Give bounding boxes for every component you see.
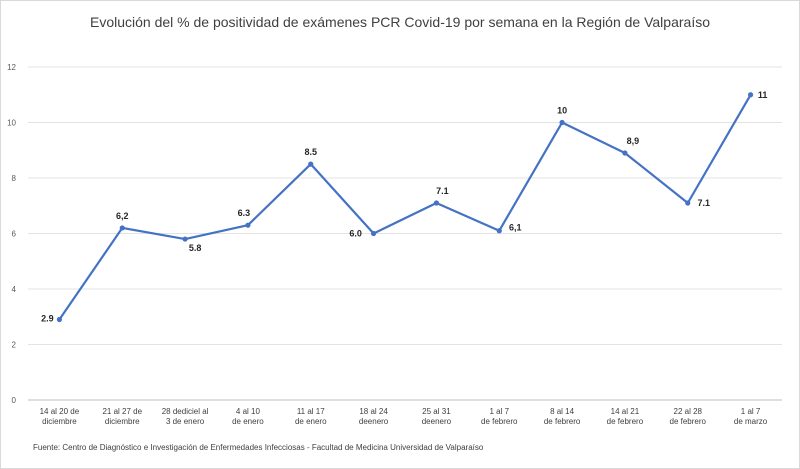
y-tick-label: 4 (12, 285, 17, 294)
data-label: 6,1 (509, 223, 522, 233)
data-point (622, 150, 628, 156)
x-tick-label: 8 al 14 de febrero (544, 407, 581, 426)
y-tick-label: 10 (7, 119, 16, 128)
data-label: 6.3 (238, 208, 251, 218)
x-tick-label: 22 al 28 de febrero (670, 407, 707, 426)
x-tick-label: 14 al 20 de diciembre (40, 407, 80, 426)
y-tick-label: 0 (12, 396, 17, 405)
data-label: 7.1 (697, 198, 710, 208)
series-line (58, 94, 752, 321)
data-point (56, 316, 63, 323)
y-tick-label: 2 (12, 341, 17, 350)
data-point (496, 228, 502, 234)
data-point (685, 200, 691, 206)
data-label: 7.1 (436, 186, 449, 196)
data-label: 8.5 (304, 147, 317, 157)
y-tick-label: 6 (12, 230, 17, 239)
x-tick-label: 14 al 21 de febrero (607, 407, 644, 426)
data-label: 8,9 (627, 136, 640, 146)
x-tick-label: 28 dediciel al 3 de enero (162, 407, 209, 426)
data-point (747, 92, 754, 98)
x-tick-label: 21 al 27 de diciembre (102, 407, 142, 426)
x-tick-label: 1 al 7 de febrero (481, 407, 518, 426)
x-tick-label: 18 al 24 deenero (359, 407, 389, 426)
x-tick-label: 11 al 17 de enero (295, 407, 327, 426)
data-point (245, 222, 251, 228)
x-tick-label: 1 al 7 de marzo (734, 407, 768, 426)
data-point (119, 225, 125, 231)
data-label: 10 (557, 106, 567, 116)
data-point (370, 230, 377, 237)
source-note: Fuente: Centro de Diagnóstico e Investig… (33, 443, 484, 452)
data-label: 11 (758, 90, 768, 100)
data-label: 6.0 (349, 229, 362, 239)
data-label: 6,2 (116, 211, 129, 221)
x-tick-label: 25 al 31 deenero (422, 407, 452, 426)
data-point (308, 161, 314, 167)
data-label: 5.8 (189, 243, 202, 253)
x-tick-label: 4 al 10 de enero (232, 407, 264, 426)
data-point (182, 236, 188, 242)
data-point (559, 119, 565, 126)
data-point (433, 200, 440, 206)
data-label: 2.9 (41, 314, 54, 324)
y-tick-label: 8 (12, 174, 17, 183)
chart-title: Evolución del % de positividad de exámen… (90, 14, 710, 30)
y-tick-label: 12 (7, 63, 16, 72)
